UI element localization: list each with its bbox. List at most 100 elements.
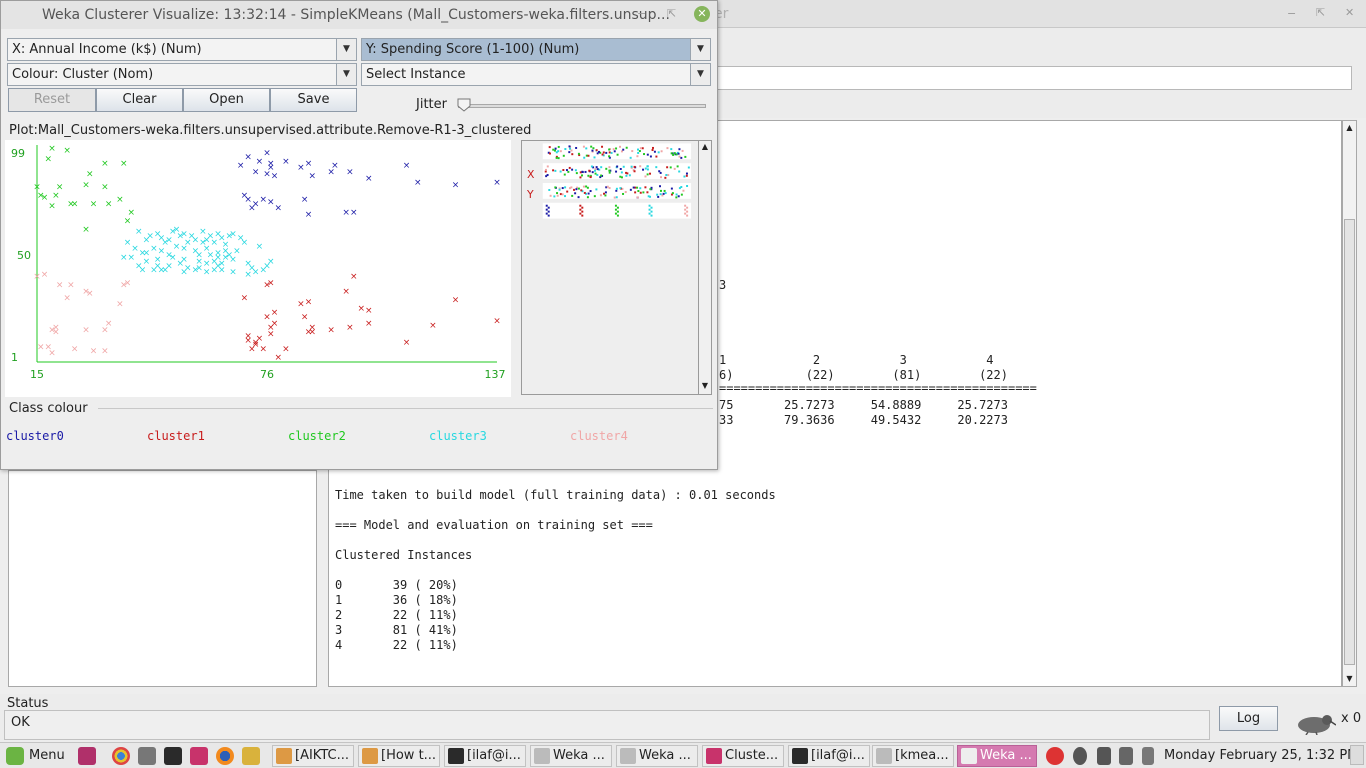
class-label-cluster4[interactable]: cluster4: [570, 429, 628, 443]
data-point-cluster0[interactable]: ×: [263, 148, 271, 158]
chevron-down-icon[interactable]: ▼: [690, 64, 710, 85]
data-point-cluster1[interactable]: ×: [263, 312, 271, 322]
data-point-cluster3[interactable]: ×: [158, 266, 166, 276]
data-point-cluster2[interactable]: ×: [37, 191, 45, 201]
data-point-cluster3[interactable]: ×: [203, 236, 211, 246]
data-point-cluster3[interactable]: ×: [188, 231, 196, 241]
data-point-cluster4[interactable]: ×: [37, 342, 45, 352]
data-point-cluster4[interactable]: ×: [90, 347, 98, 357]
task-terminal-2[interactable]: [ilaf@i...: [788, 745, 870, 767]
data-point-cluster1[interactable]: ×: [305, 298, 313, 308]
data-point-cluster3[interactable]: ×: [229, 255, 237, 265]
data-point-cluster3[interactable]: ×: [180, 244, 188, 254]
data-point-cluster3[interactable]: ×: [120, 253, 128, 263]
data-point-cluster4[interactable]: ×: [52, 323, 60, 333]
data-point-cluster3[interactable]: ×: [244, 259, 252, 269]
data-point-cluster2[interactable]: ×: [101, 159, 109, 169]
class-label-cluster2[interactable]: cluster2: [288, 429, 346, 443]
data-point-cluster1[interactable]: ×: [297, 300, 305, 310]
data-point-cluster3[interactable]: ×: [222, 246, 230, 256]
data-point-cluster4[interactable]: ×: [67, 280, 75, 290]
task-cluster[interactable]: Cluste...: [702, 745, 784, 767]
data-point-cluster1[interactable]: ×: [275, 353, 283, 363]
data-point-cluster1[interactable]: ×: [271, 308, 279, 318]
data-point-cluster3[interactable]: ×: [154, 261, 162, 271]
data-point-cluster1[interactable]: ×: [271, 319, 279, 329]
data-point-cluster2[interactable]: ×: [124, 217, 132, 227]
data-point-cluster3[interactable]: ×: [180, 268, 188, 278]
data-point-cluster3[interactable]: ×: [154, 229, 162, 239]
data-point-cluster2[interactable]: ×: [33, 182, 41, 192]
data-point-cluster3[interactable]: ×: [124, 238, 132, 248]
attribute-matrix-panel[interactable]: X Y: [521, 140, 699, 395]
data-point-cluster3[interactable]: ×: [165, 236, 173, 246]
data-point-cluster3[interactable]: ×: [267, 257, 275, 267]
data-point-cluster3[interactable]: ×: [150, 266, 158, 276]
data-point-cluster3[interactable]: ×: [180, 229, 188, 239]
data-point-cluster1[interactable]: ×: [252, 340, 260, 350]
chevron-down-icon[interactable]: ▼: [336, 64, 356, 85]
data-point-cluster4[interactable]: ×: [48, 349, 56, 359]
open-button[interactable]: Open: [183, 88, 270, 112]
data-point-cluster2[interactable]: ×: [56, 182, 64, 192]
result-list[interactable]: [8, 470, 317, 687]
data-point-cluster0[interactable]: ×: [346, 167, 354, 177]
data-point-cluster0[interactable]: ×: [342, 208, 350, 218]
data-point-cluster1[interactable]: ×: [305, 327, 313, 337]
data-point-cluster3[interactable]: ×: [135, 261, 143, 271]
data-point-cluster4[interactable]: ×: [86, 289, 94, 299]
data-point-cluster1[interactable]: ×: [346, 323, 354, 333]
data-point-cluster3[interactable]: ×: [169, 227, 177, 237]
data-point-cluster3[interactable]: ×: [169, 253, 177, 263]
data-point-cluster3[interactable]: ×: [218, 266, 226, 276]
data-point-cluster0[interactable]: ×: [267, 197, 275, 207]
data-point-cluster0[interactable]: ×: [267, 163, 275, 173]
data-point-cluster3[interactable]: ×: [192, 246, 200, 256]
data-point-cluster3[interactable]: ×: [177, 259, 185, 269]
data-point-cluster0[interactable]: ×: [414, 178, 422, 188]
data-point-cluster3[interactable]: ×: [210, 266, 218, 276]
data-point-cluster1[interactable]: ×: [365, 306, 373, 316]
data-point-cluster3[interactable]: ×: [143, 257, 151, 267]
data-point-cluster3[interactable]: ×: [173, 242, 181, 252]
data-point-cluster1[interactable]: ×: [429, 321, 437, 331]
data-point-cluster3[interactable]: ×: [252, 268, 260, 278]
data-point-cluster0[interactable]: ×: [403, 161, 411, 171]
data-point-cluster1[interactable]: ×: [452, 295, 460, 305]
data-point-cluster3[interactable]: ×: [210, 238, 218, 248]
show-desktop-icon[interactable]: [78, 747, 96, 765]
data-point-cluster3[interactable]: ×: [218, 234, 226, 244]
class-label-cluster1[interactable]: cluster1: [147, 429, 205, 443]
data-point-cluster3[interactable]: ×: [131, 244, 139, 254]
data-point-cluster3[interactable]: ×: [192, 236, 200, 246]
data-point-cluster1[interactable]: ×: [263, 280, 271, 290]
firefox-launcher-icon[interactable]: [216, 747, 234, 765]
data-point-cluster3[interactable]: ×: [150, 244, 158, 254]
select-instance-combo[interactable]: Select Instance ▼: [361, 63, 711, 86]
explorer-minimize-button[interactable]: −: [1287, 7, 1297, 20]
data-point-cluster3[interactable]: ×: [135, 227, 143, 237]
data-point-cluster1[interactable]: ×: [244, 332, 252, 342]
data-point-cluster1[interactable]: ×: [357, 304, 365, 314]
class-label-cluster3[interactable]: cluster3: [429, 429, 487, 443]
data-point-cluster2[interactable]: ×: [52, 191, 60, 201]
data-point-cluster3[interactable]: ×: [256, 242, 264, 252]
data-point-cluster0[interactable]: ×: [331, 161, 339, 171]
scroll-down-icon[interactable]: ▼: [1346, 674, 1353, 683]
data-point-cluster0[interactable]: ×: [305, 159, 313, 169]
scroll-up-icon[interactable]: ▲: [701, 142, 709, 151]
visualize-minimize-button[interactable]: −: [637, 7, 647, 20]
clusterer-config-field[interactable]: [716, 66, 1352, 90]
data-point-cluster0[interactable]: ×: [241, 191, 249, 201]
battery-icon[interactable]: [1142, 747, 1154, 765]
data-point-cluster0[interactable]: ×: [452, 180, 460, 190]
data-point-cluster0[interactable]: ×: [308, 172, 316, 182]
data-point-cluster0[interactable]: ×: [256, 157, 264, 167]
data-point-cluster3[interactable]: ×: [237, 234, 245, 244]
data-point-cluster3[interactable]: ×: [226, 231, 234, 241]
menu-button[interactable]: Menu: [29, 748, 65, 763]
data-point-cluster0[interactable]: ×: [244, 195, 252, 205]
data-point-cluster2[interactable]: ×: [116, 195, 124, 205]
data-point-cluster3[interactable]: ×: [139, 249, 147, 259]
chrome-launcher-icon[interactable]: [112, 747, 130, 765]
